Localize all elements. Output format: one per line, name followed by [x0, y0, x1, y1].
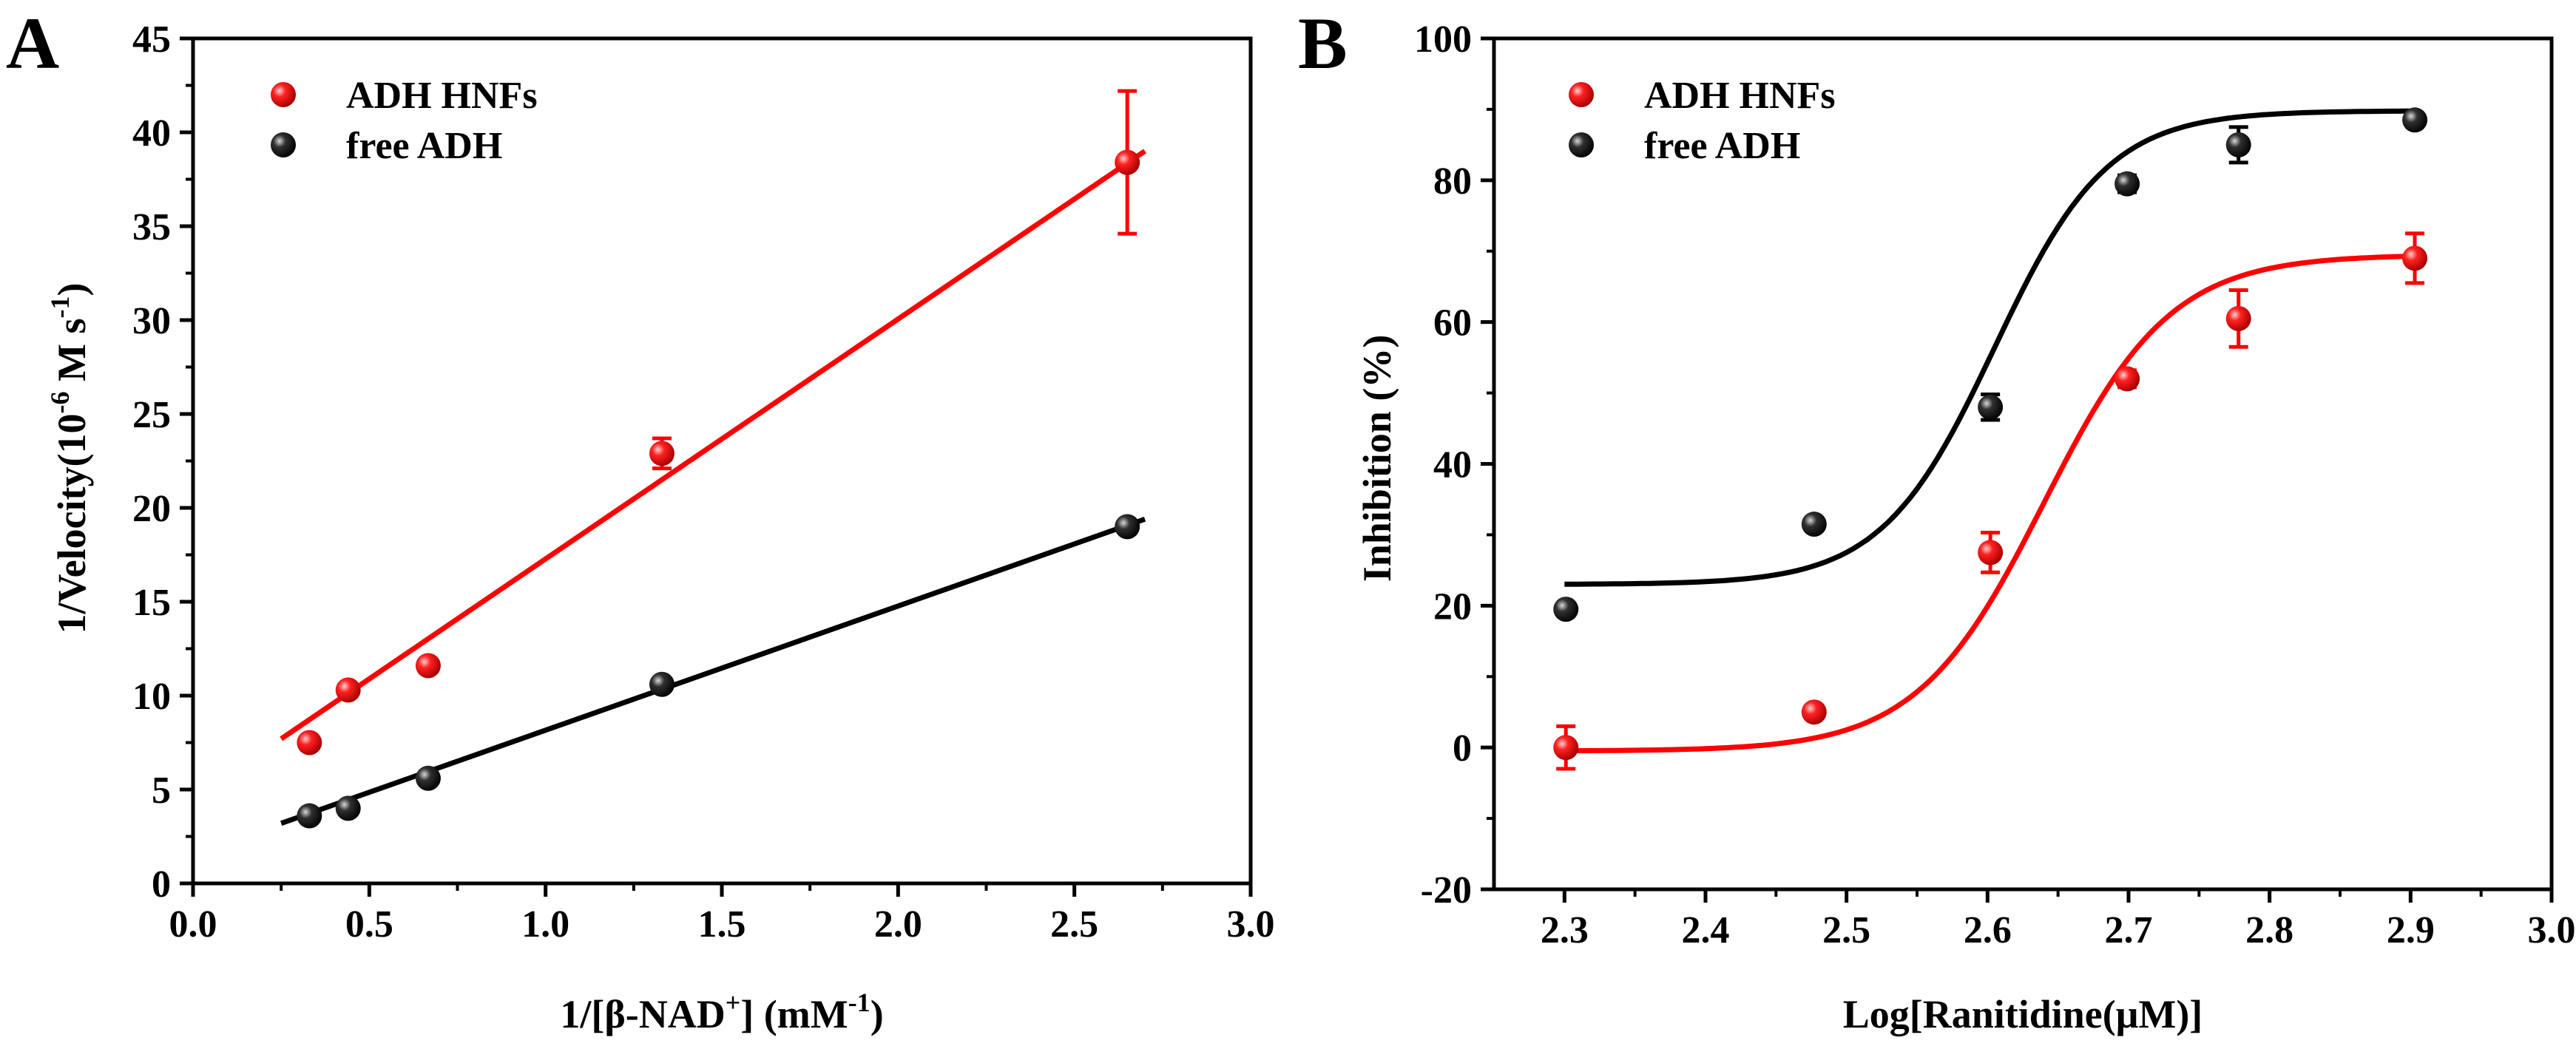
panel-a-point-free-adh — [649, 671, 675, 697]
panel-a-point-adh-hnfs — [415, 653, 441, 679]
panel-b-x-tick-label: 2.7 — [2105, 909, 2153, 951]
panel-b-x-tick-label: 2.8 — [2245, 909, 2293, 951]
panel-b-y-tick-label: 40 — [1433, 444, 1472, 486]
panel-b-x-axis-title: Log[Ranitidine(μM)] — [1843, 992, 2203, 1036]
panel-b-point-free-adh — [2114, 171, 2140, 197]
panel-a-x-tick-label: 2.5 — [1050, 903, 1098, 946]
panel-a-x-tick-label: 0.5 — [345, 903, 393, 946]
panel-a-point-free-adh — [1115, 514, 1140, 540]
panel-a-x-tick-label: 2.0 — [874, 903, 922, 946]
panel-b-point-adh-hnfs — [1801, 699, 1827, 725]
panel-b-y-tick-label: 0 — [1453, 727, 1472, 770]
panel-a: A 0.0 0.5 1.0 1.5 2.0 2.5 3.0 0 5 10 15 20 25 30 35 40… — [6, 2, 1275, 1036]
panel-b-x-tick-label: 2.5 — [1822, 909, 1870, 951]
panel-a-y-tick-label: 35 — [132, 206, 171, 248]
panel-a-y-tick-label: 45 — [132, 18, 171, 61]
panel-a-point-free-adh — [297, 803, 322, 829]
panel-a-x-tick-label: 1.5 — [698, 903, 746, 946]
panel-a-point-adh-hnfs — [1115, 149, 1140, 175]
panel-b-point-adh-hnfs — [2402, 245, 2428, 271]
panel-a-y-tick-label: 20 — [132, 488, 171, 530]
panel-b-x-tick-label: 2.9 — [2387, 909, 2435, 951]
panel-b-point-adh-hnfs — [1553, 735, 1579, 761]
panel-a-legend-marker-adh-hnfs — [271, 82, 296, 107]
panel-a-x-axis-title: 1/[β-NAD+] (mM-1) — [560, 988, 883, 1036]
panel-a-legend-label-adh-hnfs: ADH HNFs — [346, 75, 538, 117]
panel-a-point-adh-hnfs — [335, 677, 361, 703]
panel-b-x-tick-label: 2.3 — [1541, 909, 1589, 951]
panel-b-point-adh-hnfs — [2114, 366, 2140, 392]
panel-a-point-adh-hnfs — [297, 730, 322, 756]
panel-b-point-free-adh — [2402, 107, 2428, 133]
panel-a-letter: A — [6, 2, 59, 84]
panel-a-y-tick-label: 30 — [132, 300, 171, 342]
panel-a-legend-marker-free-adh — [271, 132, 296, 157]
panel-b-point-free-adh — [1801, 512, 1827, 537]
panel-a-x-tick-label: 1.0 — [521, 903, 569, 946]
panel-a-point-adh-hnfs — [649, 441, 675, 466]
panel-a-legend-label-free-adh: free ADH — [346, 125, 502, 167]
panel-a-y-tick-label: 40 — [132, 112, 171, 155]
panel-a-x-tick-label: 3.0 — [1227, 903, 1275, 946]
panel-b-legend-marker-adh-hnfs — [1569, 82, 1594, 107]
panel-b-y-tick-label: -20 — [1421, 869, 1472, 911]
panel-b: B 2.3 2.4 2.5 2.6 2.7 2.8 2.9 3.0 -20 0 20 40 60 80 1… — [1298, 2, 2576, 1036]
panel-b-point-free-adh — [1553, 597, 1579, 622]
panel-b-fit-line-free-adh — [1564, 108, 2411, 587]
panel-b-point-adh-hnfs — [1978, 540, 2004, 566]
panel-b-y-tick-label: 80 — [1433, 160, 1472, 203]
panel-a-point-free-adh — [335, 795, 361, 821]
panel-a-fit-line-adh-hnfs — [280, 149, 1146, 741]
panel-b-legend-label-adh-hnfs: ADH HNFs — [1644, 75, 1836, 117]
panel-b-point-free-adh — [1978, 394, 2004, 420]
panel-a-y-axis-title: 1/Velocity(10-6 M s-1) — [45, 283, 94, 634]
panel-a-y-tick-label: 5 — [152, 770, 171, 812]
panel-a-y-tick-label: 0 — [152, 863, 171, 906]
panel-a-point-free-adh — [415, 765, 441, 791]
panel-b-x-tick-label: 3.0 — [2528, 909, 2576, 951]
panel-a-y-tick-label: 10 — [132, 676, 171, 718]
panel-b-y-axis-title: Inhibition (%) — [1355, 335, 1399, 583]
panel-b-point-free-adh — [2225, 132, 2251, 157]
panel-a-fit-line-free-adh — [280, 516, 1146, 826]
panel-b-y-tick-label: 20 — [1433, 585, 1472, 628]
panel-b-point-adh-hnfs — [2225, 305, 2251, 331]
panel-a-x-tick-label: 0.0 — [169, 903, 217, 946]
panel-b-x-tick-label: 2.4 — [1682, 909, 1730, 951]
panel-b-letter: B — [1298, 2, 1348, 84]
panel-b-x-tick-label: 2.6 — [1964, 909, 2012, 951]
panel-a-y-tick-label: 25 — [132, 394, 171, 436]
panel-b-legend-label-free-adh: free ADH — [1644, 125, 1800, 167]
panel-b-legend-marker-free-adh — [1569, 132, 1594, 157]
panel-b-fit-line-adh-hnfs — [1564, 254, 2411, 754]
panel-b-y-tick-label: 100 — [1414, 18, 1472, 61]
panel-b-y-tick-label: 60 — [1433, 302, 1472, 344]
panel-a-y-tick-label: 15 — [132, 582, 171, 624]
